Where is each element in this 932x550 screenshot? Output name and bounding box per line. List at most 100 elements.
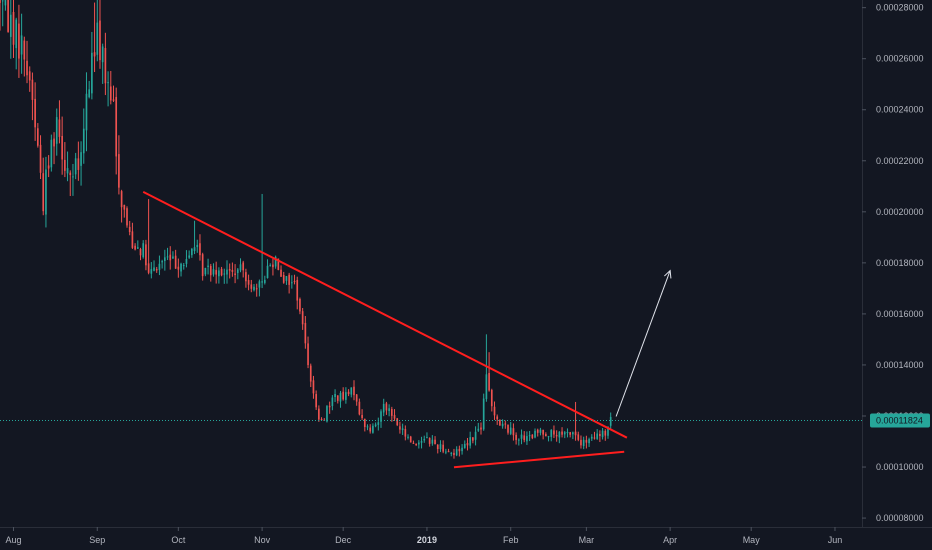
candle-body <box>261 281 263 283</box>
candle-body <box>407 436 409 438</box>
candle-body <box>482 398 485 430</box>
candle-body <box>517 439 520 441</box>
candle-body <box>31 79 34 100</box>
candle-body <box>66 168 69 174</box>
candle-body <box>126 208 128 226</box>
x-axis[interactable]: Aug Sep Oct Nov Dec 2019 Feb Mar Apr May Jun <box>6 527 843 545</box>
candle-body <box>353 386 355 396</box>
candle-body <box>53 138 55 147</box>
candle-body <box>80 152 82 166</box>
candle-body <box>607 426 609 436</box>
candle-body <box>423 438 426 441</box>
candle-body <box>447 451 450 453</box>
candle-body <box>128 226 131 233</box>
candle-body <box>201 254 204 277</box>
candle-body <box>7 0 9 32</box>
candle-body <box>547 436 550 438</box>
candle-body <box>61 136 63 160</box>
candle-body <box>120 191 123 208</box>
candle-body <box>185 259 188 264</box>
candle-body <box>74 158 77 175</box>
candle-body <box>123 204 126 210</box>
candle-body <box>23 40 26 60</box>
candle-body <box>426 437 428 439</box>
candle-body <box>307 343 309 366</box>
candle-body <box>234 273 236 276</box>
candle-body <box>523 435 526 441</box>
candle-body <box>458 448 461 452</box>
current-price-badge: 0.00011824 <box>870 413 930 428</box>
candle-body <box>196 244 199 248</box>
y-tick-label: 0.00008000 <box>876 513 924 523</box>
candle-body <box>96 22 99 55</box>
breakout-arrow[interactable] <box>615 270 671 417</box>
candle-body <box>526 436 528 442</box>
candle-body <box>220 268 223 276</box>
candle-body <box>20 35 23 55</box>
current-price-label: 0.00011824 <box>876 415 923 425</box>
candle-body <box>588 439 590 444</box>
candle-body <box>91 52 93 94</box>
candle-body <box>320 419 323 421</box>
candle-body <box>250 284 253 289</box>
candle-body <box>401 428 404 431</box>
candle-body <box>572 432 574 435</box>
candle-body <box>536 429 539 433</box>
candle-body <box>590 436 593 439</box>
candle-body <box>472 437 474 441</box>
candle-body <box>282 275 285 283</box>
x-tick-label: Nov <box>254 535 271 545</box>
candle-body <box>134 245 136 250</box>
candle-body <box>218 270 220 277</box>
candle-body <box>277 258 280 270</box>
current-price-badge-background <box>870 413 930 428</box>
candle-body <box>107 82 109 84</box>
candle-body <box>47 165 50 169</box>
candle-body <box>358 401 361 415</box>
candle-body <box>463 443 466 448</box>
candle-body <box>26 60 28 76</box>
support-line[interactable] <box>453 450 625 469</box>
candle-body <box>93 52 96 57</box>
candle-body <box>112 99 115 101</box>
candle-body <box>493 406 496 416</box>
candles-layer <box>0 0 612 459</box>
candle-body <box>36 128 39 146</box>
x-tick-label: Oct <box>171 535 186 545</box>
candle-body <box>436 444 439 450</box>
candle-body <box>223 273 226 275</box>
candle-body <box>0 0 1 3</box>
candle-body <box>182 265 185 267</box>
candle-body <box>115 97 118 157</box>
x-tick-label: Jun <box>828 535 843 545</box>
candle-body <box>55 117 58 144</box>
descending-trendline[interactable] <box>142 191 628 439</box>
candle-body <box>504 423 507 425</box>
candle-body <box>339 392 342 402</box>
candle-body <box>569 432 572 435</box>
candle-body <box>374 424 377 427</box>
candle-body <box>412 442 415 444</box>
candle-body <box>558 431 561 438</box>
candle-body <box>439 444 442 450</box>
candle-body <box>347 391 350 395</box>
candle-body <box>50 139 53 168</box>
candle-body <box>399 426 401 430</box>
candle-body <box>431 439 434 444</box>
candle-body <box>231 270 234 272</box>
candle-body <box>555 434 558 437</box>
candle-body <box>247 280 250 285</box>
candle-body <box>542 429 544 435</box>
candle-body <box>228 268 231 271</box>
candle-body <box>226 269 228 275</box>
candle-body <box>215 270 218 275</box>
candle-body <box>150 269 153 274</box>
candle-body <box>212 269 215 275</box>
candle-body <box>139 249 142 256</box>
candle-body <box>142 243 145 258</box>
candle-body <box>193 247 196 251</box>
x-tick-label: Mar <box>579 535 595 545</box>
candle-body <box>188 255 190 258</box>
candle-body <box>582 439 585 447</box>
